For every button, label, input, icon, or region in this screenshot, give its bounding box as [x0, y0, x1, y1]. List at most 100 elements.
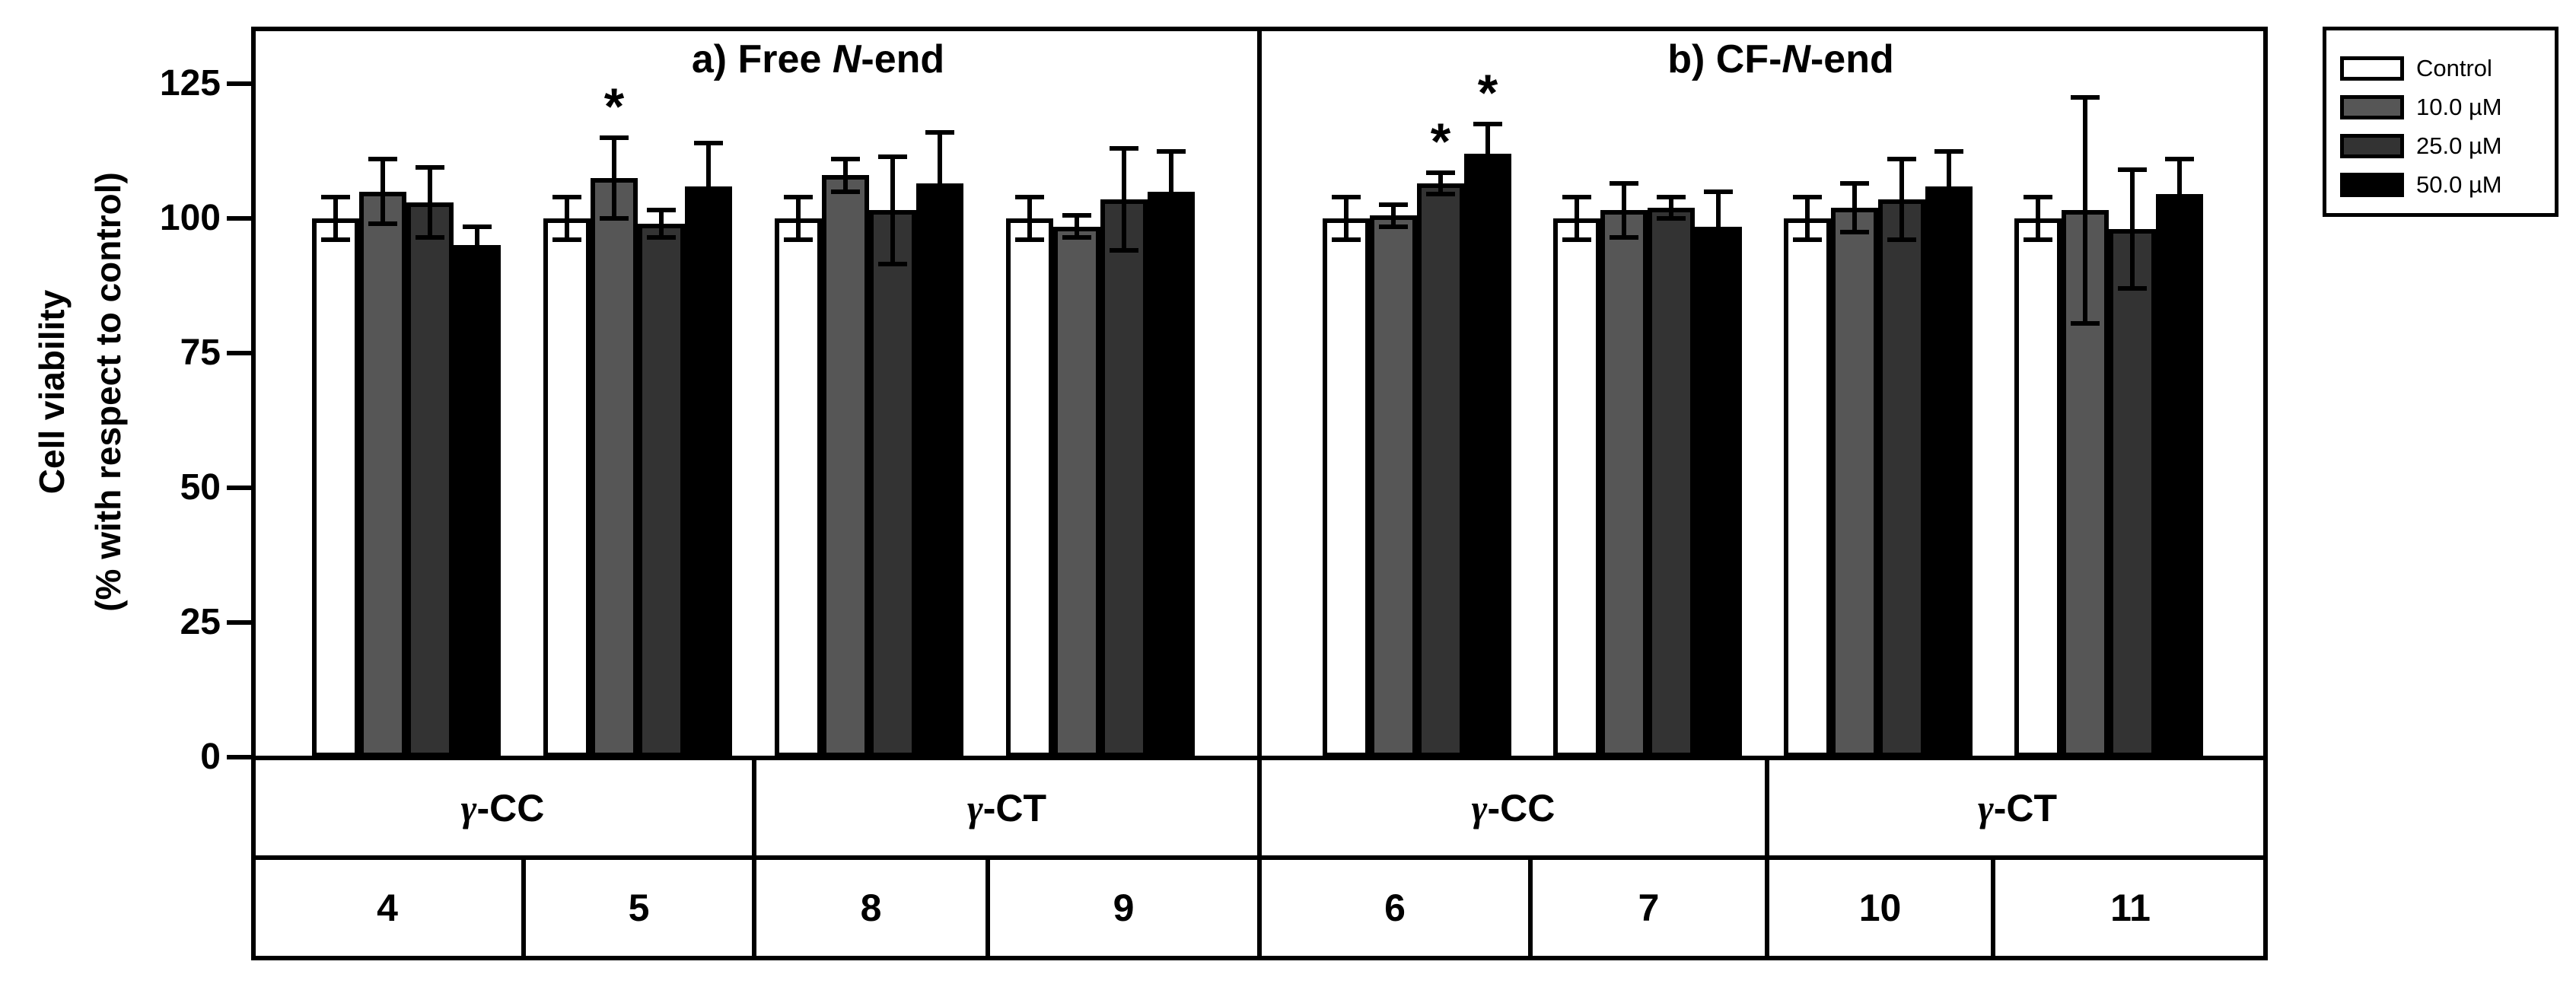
bar-6-50.0µM	[1464, 154, 1511, 757]
error-bar-line	[1485, 124, 1490, 183]
error-bar-cap-top	[463, 224, 492, 229]
y-tick-mark	[227, 620, 251, 625]
error-bar-cap-bottom	[1610, 235, 1638, 240]
table-label-compound-5: 5	[628, 887, 650, 929]
error-bar-cap-top	[1657, 195, 1686, 199]
error-bar-cap-top	[1562, 195, 1591, 199]
error-bar-line	[1575, 197, 1579, 240]
error-bar-line	[1899, 159, 1904, 240]
bar-8-Control	[775, 218, 822, 757]
table-label-compound-8: 8	[860, 887, 882, 929]
y-tick-label: 25	[180, 602, 221, 642]
y-axis-title: Cell viability (% with respect to contro…	[24, 27, 136, 757]
error-bar-cap-top	[1426, 170, 1455, 175]
panel-a-title-prefix: a) Free	[691, 37, 833, 81]
error-bar-cap-top	[1934, 149, 1963, 154]
error-bar-cap-bottom	[321, 237, 350, 242]
table-cell-compound-8: 8	[754, 855, 988, 960]
bar-7-25.0µM	[1648, 208, 1695, 757]
panel-b-title: b) CF-N-end	[1476, 37, 2085, 82]
y-axis-title-line1: Cell viability	[32, 289, 72, 495]
table-label-compound-11: 11	[2110, 887, 2151, 929]
table-cell-compound-9: 9	[988, 855, 1259, 960]
y-tick-mark	[227, 486, 251, 490]
bar-7-50.0µM	[1695, 227, 1742, 757]
error-bar-cap-bottom	[1332, 237, 1361, 242]
table-label-compound-6: 6	[1384, 887, 1406, 929]
bar-10-10.0µM	[1831, 208, 1878, 757]
error-bar-cap-bottom	[1426, 192, 1455, 196]
table-cell-compound-7: 7	[1530, 855, 1767, 960]
bar-9-10.0µM	[1053, 227, 1100, 757]
table-cell-compound-5: 5	[524, 855, 754, 960]
error-bar-line	[1438, 173, 1443, 194]
bar-6-Control	[1323, 218, 1370, 757]
error-bar-line	[2130, 170, 2135, 288]
error-bar-cap-top	[647, 208, 676, 212]
panel-b-title-italic: N	[1782, 37, 1810, 81]
error-bar-cap-top	[2024, 195, 2052, 199]
table-cell-species-γ-CT: γ-CT	[1767, 756, 2268, 860]
y-tick-label: 75	[180, 333, 221, 373]
table-label-compound-4: 4	[377, 887, 398, 929]
error-bar-line	[1027, 197, 1032, 240]
table-cell-compound-4: 4	[251, 855, 524, 960]
bar-8-25.0µM	[869, 210, 916, 757]
bar-9-Control	[1006, 218, 1053, 757]
y-tick-label: 125	[159, 63, 221, 103]
legend-label-control: Control	[2416, 54, 2492, 81]
bar-8-50.0µM	[916, 183, 963, 757]
table-label-species-γ-CT: γ-CT	[966, 786, 1047, 829]
error-bar-cap-top	[321, 195, 350, 199]
legend-row-50um: 50.0 µM	[2340, 165, 2555, 204]
error-bar-cap-bottom	[1840, 230, 1869, 234]
table-divider-compound	[752, 855, 756, 960]
error-bar-cap-top	[600, 135, 629, 140]
panel-a-title-suffix: -end	[861, 37, 945, 81]
error-bar-cap-top	[1332, 195, 1361, 199]
bar-4-Control	[312, 218, 359, 757]
table-cell-compound-10: 10	[1767, 855, 1993, 960]
bar-4-10.0µM	[359, 192, 406, 757]
table-label-compound-10: 10	[1858, 887, 1902, 929]
error-bar-cap-top	[831, 157, 860, 161]
error-bar-cap-bottom	[600, 216, 629, 221]
error-bar-line	[706, 143, 711, 229]
legend-swatch-control	[2340, 56, 2404, 81]
panel-a-title-italic: N	[832, 37, 861, 81]
error-bar-cap-bottom	[1704, 259, 1733, 264]
bar-5-10.0µM	[591, 178, 638, 757]
error-bar-line	[1852, 183, 1857, 232]
bar-6-25.0µM	[1417, 183, 1464, 757]
error-bar-cap-bottom	[1887, 237, 1916, 242]
legend: Control 10.0 µM 25.0 µM 50.0 µM	[2323, 27, 2558, 217]
error-bar-cap-bottom	[784, 237, 813, 242]
error-bar-line	[1805, 197, 1810, 240]
table-cell-species-γ-CC: γ-CC	[251, 756, 754, 860]
table-label-species-γ-CC: γ-CC	[460, 786, 545, 829]
error-bar-line	[796, 197, 801, 240]
legend-row-control: Control	[2340, 49, 2555, 88]
bar-8-10.0µM	[822, 175, 869, 757]
table-divider-compound	[521, 855, 526, 960]
y-tick-mark	[227, 216, 251, 221]
error-bar-line	[1122, 148, 1126, 250]
significance-asterisk: *	[603, 78, 625, 135]
error-bar-cap-bottom	[925, 232, 954, 237]
error-bar-cap-bottom	[2118, 286, 2147, 291]
table-cell-species-γ-CC: γ-CC	[1259, 756, 1767, 860]
error-bar-line	[1344, 197, 1348, 240]
table-divider-compound	[986, 855, 990, 960]
panel-b-title-prefix: b) CF-	[1667, 37, 1782, 81]
table-cell-species-γ-CT: γ-CT	[754, 756, 1259, 860]
bar-7-10.0µM	[1600, 210, 1648, 757]
legend-row-25um: 25.0 µM	[2340, 126, 2555, 165]
error-bar-line	[333, 197, 338, 240]
error-bar-cap-bottom	[1473, 181, 1502, 186]
error-bar-cap-bottom	[1110, 248, 1138, 253]
error-bar-cap-bottom	[2024, 237, 2052, 242]
error-bar-cap-top	[2165, 157, 2194, 161]
error-bar-cap-top	[552, 195, 581, 199]
error-bar-cap-bottom	[1934, 219, 1963, 224]
